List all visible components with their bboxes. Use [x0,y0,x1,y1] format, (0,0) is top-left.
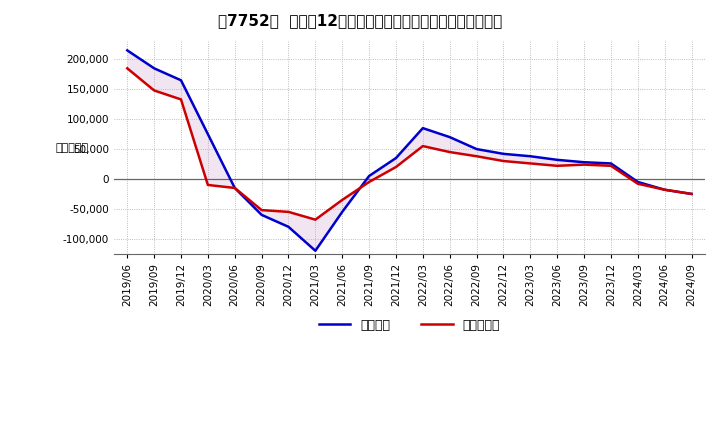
当期純利益 [176,97,185,102]
経常利益 [392,155,400,161]
当期純利益 [338,197,346,202]
当期純利益 [580,162,588,167]
当期純利益 [311,217,320,222]
Line: 当期純利益: 当期純利益 [127,68,692,220]
当期純利益 [499,158,508,164]
経常利益 [418,125,427,131]
当期純利益 [526,161,535,166]
当期純利益 [418,143,427,149]
当期純利益 [284,209,293,215]
当期純利益 [123,66,132,71]
Text: ［7752］  利益だ12か月移動合計の対前年同期増減額の推移: ［7752］ 利益だ12か月移動合計の対前年同期増減額の推移 [218,13,502,28]
経常利益 [284,224,293,230]
経常利益 [526,154,535,159]
当期純利益 [446,150,454,155]
Legend: 経常利益, 当期純利益: 経常利益, 当期純利益 [314,314,505,337]
当期純利益 [660,187,669,192]
当期純利益 [150,88,158,93]
経常利益 [123,48,132,53]
当期純利益 [688,191,696,197]
当期純利益 [472,154,481,159]
経常利益 [446,135,454,140]
当期純利益 [257,207,266,213]
経常利益 [365,173,374,179]
経常利益 [150,66,158,71]
経常利益 [607,161,616,166]
当期純利益 [553,163,562,169]
経常利益 [338,209,346,215]
当期純利益 [230,185,239,191]
経常利益 [311,248,320,253]
Line: 経常利益: 経常利益 [127,50,692,251]
経常利益 [230,185,239,191]
経常利益 [634,180,642,185]
経常利益 [660,187,669,192]
経常利益 [580,160,588,165]
当期純利益 [607,163,616,169]
当期純利益 [204,182,212,187]
経常利益 [553,157,562,162]
経常利益 [257,212,266,217]
経常利益 [472,147,481,152]
経常利益 [499,151,508,157]
当期純利益 [392,165,400,170]
経常利益 [176,77,185,83]
Y-axis label: （百万円）: （百万円） [56,143,89,153]
経常利益 [688,191,696,197]
当期純利益 [365,180,374,185]
経常利益 [204,132,212,137]
当期純利益 [634,181,642,187]
